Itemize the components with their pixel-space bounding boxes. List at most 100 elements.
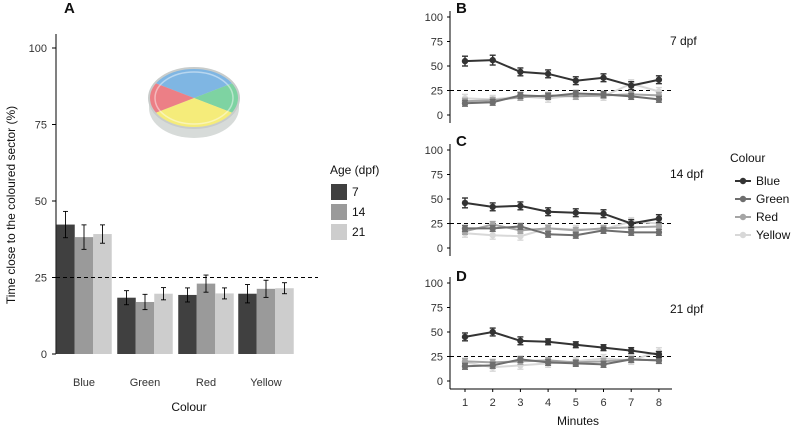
panel-c-letter: C — [456, 133, 467, 150]
panel-d-age-label: 21 dpf — [670, 302, 704, 316]
point-blue — [489, 203, 496, 211]
panel-d-x-axis-title: Minutes — [557, 414, 599, 428]
point-blue — [655, 351, 663, 358]
point-green — [655, 96, 663, 103]
line-blue — [464, 330, 660, 356]
point-blue — [600, 344, 607, 351]
point-green — [489, 225, 496, 232]
panel-a-y-tick-label: 100 — [29, 43, 47, 55]
point-green — [655, 357, 663, 364]
point-green — [572, 90, 579, 97]
series-green — [461, 222, 663, 239]
point-green — [544, 359, 552, 366]
dish-inner-wall — [154, 71, 234, 125]
bar-red-7 — [178, 294, 197, 354]
point-red — [544, 225, 552, 232]
point-green — [544, 231, 552, 238]
point-blue — [600, 210, 607, 217]
line-green — [464, 358, 659, 368]
panel-d: D 21 dpf Minutes 0 25 50 75 100 1 2 3 4 5 6 7 8 — [425, 268, 704, 428]
legend-marker-red — [739, 213, 747, 221]
y-tick-label: 75 — [431, 303, 443, 315]
point-blue — [517, 337, 524, 345]
panel-d-letter: D — [456, 268, 467, 285]
x-tick-label: 1 — [462, 397, 468, 409]
y-tick-label: 25 — [431, 219, 443, 231]
point-blue — [655, 215, 663, 222]
point-green — [544, 93, 552, 100]
point-green — [517, 92, 524, 99]
point-blue — [517, 202, 524, 210]
point-green — [600, 91, 607, 98]
bar-yellow-21 — [275, 288, 294, 354]
legend-label-red: Red — [756, 210, 778, 224]
point-green — [628, 229, 635, 236]
x-tick-label: 7 — [628, 397, 634, 409]
point-green — [600, 361, 607, 368]
x-tick-label: 2 — [490, 397, 496, 409]
panel-a-letter: A — [64, 0, 75, 17]
y-tick-label: 100 — [425, 278, 443, 290]
point-yellow — [489, 232, 496, 239]
category-label-yellow: Yellow — [250, 377, 281, 389]
y-tick-label: 50 — [431, 327, 443, 339]
point-blue — [461, 57, 469, 65]
point-blue — [655, 76, 663, 83]
bar-green-14 — [135, 301, 155, 354]
point-blue — [544, 338, 552, 345]
legend-label-7: 7 — [352, 185, 359, 199]
point-red — [655, 223, 663, 230]
panel-a-y-axis-title: Time close to the coloured sector (%) — [4, 106, 18, 304]
x-tick-label: 3 — [517, 397, 523, 409]
bar-yellow-7 — [238, 293, 257, 354]
panel-a-plot: 0 25 50 75 100 Blue Green Red Yellow — [29, 34, 318, 389]
point-green — [572, 232, 579, 239]
line-blue — [464, 59, 660, 87]
y-tick-label: 50 — [431, 194, 443, 206]
legend-marker-blue — [739, 177, 747, 185]
panel-c-age-label: 14 dpf — [670, 167, 704, 181]
bar-blue-21 — [93, 234, 112, 354]
point-blue — [572, 209, 579, 216]
line-green — [465, 225, 659, 237]
colour-legend: Colour Blue Green Red Yellow — [730, 151, 791, 242]
category-label-red: Red — [196, 377, 216, 389]
point-blue — [572, 341, 579, 348]
bar-green-7 — [117, 297, 136, 354]
line-green — [464, 92, 660, 105]
bar-blue-14 — [74, 237, 94, 354]
legend-label-21: 21 — [352, 225, 366, 239]
series-blue — [461, 54, 663, 91]
arena-dish-illustration — [148, 67, 240, 138]
y-tick-label: 100 — [425, 12, 443, 24]
point-blue — [461, 333, 469, 341]
legend-label-blue: Blue — [756, 174, 780, 188]
line-red — [464, 223, 659, 233]
legend-swatch-14 — [331, 204, 347, 220]
y-tick-label: 75 — [431, 170, 443, 182]
dish-sector-red — [149, 83, 194, 113]
colour-legend-title: Colour — [730, 151, 765, 165]
series-green — [461, 355, 663, 370]
x-tick-label: 5 — [573, 397, 579, 409]
point-blue — [461, 199, 469, 207]
point-green — [600, 227, 607, 234]
point-green — [628, 356, 635, 363]
point-blue — [628, 347, 635, 354]
series-blue — [461, 327, 663, 359]
point-green — [461, 225, 469, 232]
y-tick-label: 50 — [431, 61, 443, 73]
point-blue — [489, 328, 496, 336]
x-tick-label: 4 — [545, 397, 551, 409]
age-legend: Age (dpf) 7 14 21 — [330, 163, 379, 240]
panel-a-x-axis-title: Colour — [171, 400, 206, 414]
y-tick-label: 75 — [431, 37, 443, 49]
dish-sector-green — [194, 83, 240, 113]
dish-sector-yellow — [155, 98, 233, 129]
legend-label-yellow: Yellow — [756, 228, 791, 242]
legend-swatch-7 — [331, 184, 347, 200]
point-blue — [628, 82, 635, 89]
point-green — [461, 363, 469, 370]
point-green — [572, 360, 579, 367]
